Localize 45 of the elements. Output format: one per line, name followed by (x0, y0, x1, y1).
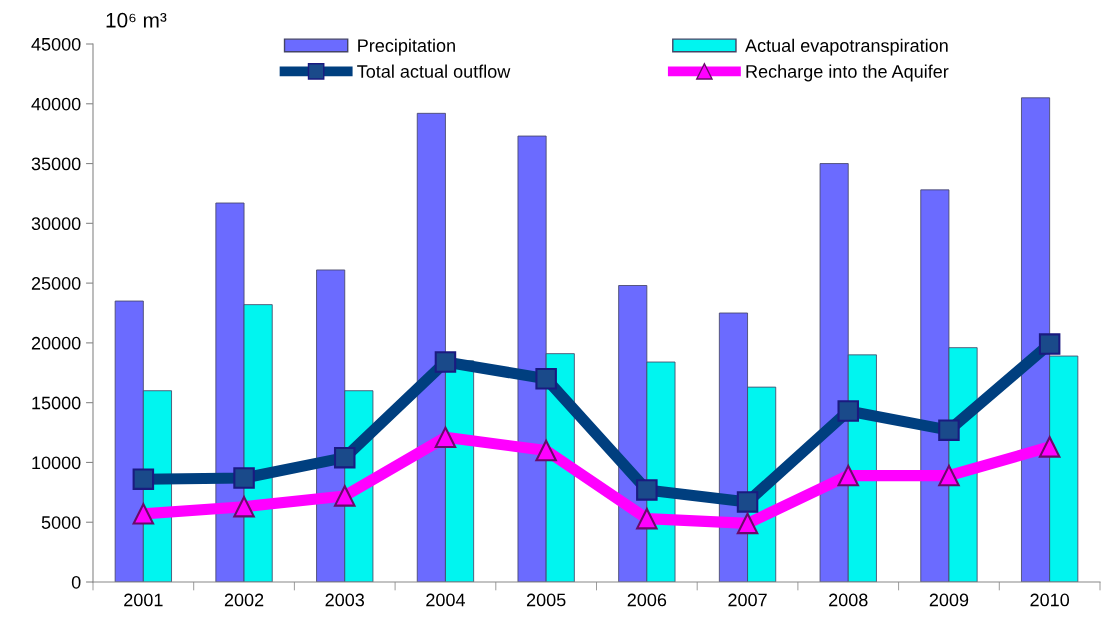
y-tick-label: 45000 (31, 37, 81, 51)
y-tick-label: 20000 (31, 336, 81, 350)
y-tick-label: 35000 (31, 157, 81, 171)
point (837, 464, 860, 487)
legend-label: Precipitation (358, 38, 455, 56)
point (837, 400, 860, 422)
point (132, 503, 155, 525)
point (434, 426, 457, 449)
point (636, 507, 658, 530)
x-tick-label: 2008 (829, 593, 868, 607)
point (233, 467, 255, 489)
point (636, 479, 658, 501)
point (736, 512, 759, 535)
y-axis-title: 10⁶ m³ (106, 12, 167, 28)
x-tick-label: 2001 (124, 593, 163, 607)
point (535, 367, 557, 390)
x-tick-label: 2002 (224, 593, 264, 607)
y-tick-label: 40000 (31, 97, 81, 111)
point (535, 439, 557, 462)
y-tick-label: 0 (71, 575, 81, 589)
x-tick-label: 2007 (728, 593, 767, 607)
legend-label: Actual evapotranspiration (745, 38, 948, 56)
y-tick-label: 10000 (32, 456, 81, 470)
point (736, 491, 759, 513)
point (1038, 436, 1061, 458)
point (434, 351, 457, 373)
point (938, 419, 960, 441)
point (938, 464, 960, 487)
point (132, 468, 155, 490)
x-tick-label: 2004 (426, 593, 466, 607)
point (333, 485, 356, 507)
y-tick-label: 5000 (41, 516, 81, 529)
x-tick-label: 2005 (526, 593, 566, 607)
y-tick-label: 15000 (32, 396, 81, 410)
point (333, 446, 356, 469)
point (233, 495, 255, 518)
y-tick-label: 30000 (31, 217, 81, 231)
legend-label: Recharge into the Aquifer (746, 64, 949, 82)
legend-label: Total actual outflow (357, 64, 511, 78)
x-tick-label: 2009 (929, 593, 969, 607)
y-tick-label: 25000 (31, 277, 81, 290)
x-tick-label: 2010 (1030, 593, 1070, 607)
x-tick-label: 2006 (627, 593, 667, 607)
x-tick-label: 2003 (325, 593, 365, 607)
point (1038, 333, 1061, 355)
